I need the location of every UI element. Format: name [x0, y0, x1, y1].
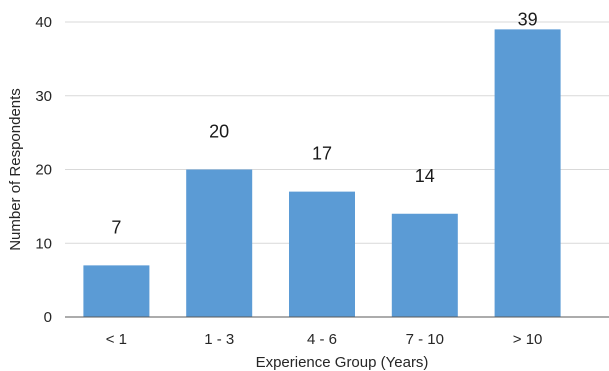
- data-label: 20: [209, 122, 229, 142]
- y-tick-label: 0: [44, 309, 52, 326]
- x-tick-label: 4 - 6: [307, 331, 337, 348]
- x-axis-ticks: < 1 1 - 3 4 - 6 7 - 10 > 10: [106, 331, 543, 348]
- bar: [494, 29, 561, 317]
- x-tick-label: 7 - 10: [406, 331, 444, 348]
- bar: [391, 213, 458, 317]
- x-tick-label: > 10: [513, 331, 543, 348]
- data-label: 7: [111, 217, 121, 237]
- y-tick-label: 10: [35, 235, 52, 252]
- y-tick-label: 40: [35, 14, 52, 31]
- y-tick-label: 20: [35, 162, 52, 179]
- y-axis-title: Number of Respondents: [7, 88, 24, 251]
- data-label: 14: [415, 166, 435, 186]
- bar: [186, 169, 253, 317]
- bar: [289, 191, 355, 317]
- y-axis-ticks: 0 10 20 30 40: [35, 14, 52, 326]
- bars: [83, 29, 561, 317]
- data-labels: 7 20 17 14 39: [111, 9, 537, 237]
- y-tick-label: 30: [35, 88, 52, 105]
- x-tick-label: 1 - 3: [204, 331, 234, 348]
- data-label: 17: [312, 144, 332, 164]
- data-label: 39: [518, 9, 538, 29]
- x-tick-label: < 1: [106, 331, 127, 348]
- x-axis-title: Experience Group (Years): [256, 354, 429, 371]
- bar: [83, 265, 150, 317]
